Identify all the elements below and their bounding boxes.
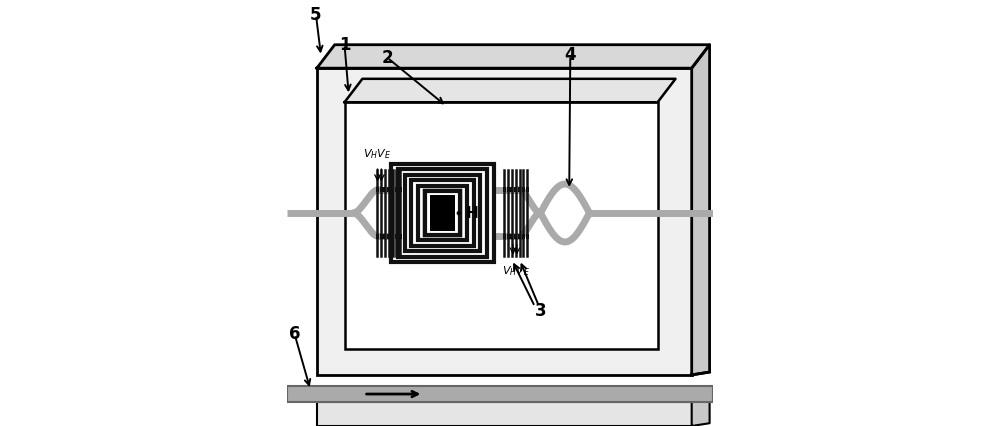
Bar [380,234,383,239]
Polygon shape [317,45,710,68]
Bar [387,187,390,192]
Bar [317,402,692,426]
Bar [510,234,513,239]
Bar [391,234,394,239]
Bar [376,187,379,192]
Bar [518,187,521,192]
Bar [287,386,713,402]
Bar [383,234,386,239]
Bar [376,234,379,239]
Bar [391,164,494,262]
Bar [514,187,517,192]
Polygon shape [345,79,676,102]
Bar [526,234,529,239]
Bar [317,68,692,375]
Bar [395,187,398,192]
Text: 2: 2 [381,49,393,66]
Text: 6: 6 [289,325,300,343]
Text: $\bullet\,\mathbf{H}$: $\bullet\,\mathbf{H}$ [453,205,479,221]
Polygon shape [692,45,710,375]
Bar [383,187,386,192]
Text: $V_H$$V_E$: $V_H$$V_E$ [363,147,391,161]
Bar [380,187,383,192]
Text: 1: 1 [339,36,350,54]
Bar [526,187,529,192]
Bar [510,187,513,192]
Bar [399,234,402,239]
Bar [395,234,398,239]
Bar [522,187,525,192]
Bar [399,187,402,192]
Bar [418,186,467,240]
Bar [507,187,510,192]
Bar [507,234,510,239]
Bar [425,191,460,235]
Bar [522,234,525,239]
Bar [391,187,394,192]
Bar [425,191,460,235]
Bar [430,195,455,231]
Bar [405,175,480,251]
Bar [398,169,487,257]
Bar [411,180,474,246]
Text: 3: 3 [535,302,546,320]
Bar [514,234,517,239]
Text: 5: 5 [310,6,322,24]
Polygon shape [692,399,710,426]
Bar [503,187,506,192]
Text: $V_H$$V_E$: $V_H$$V_E$ [502,264,530,278]
Bar [518,234,521,239]
Text: 4: 4 [564,46,576,64]
Bar [345,102,658,349]
Bar [503,234,506,239]
Bar [387,234,390,239]
